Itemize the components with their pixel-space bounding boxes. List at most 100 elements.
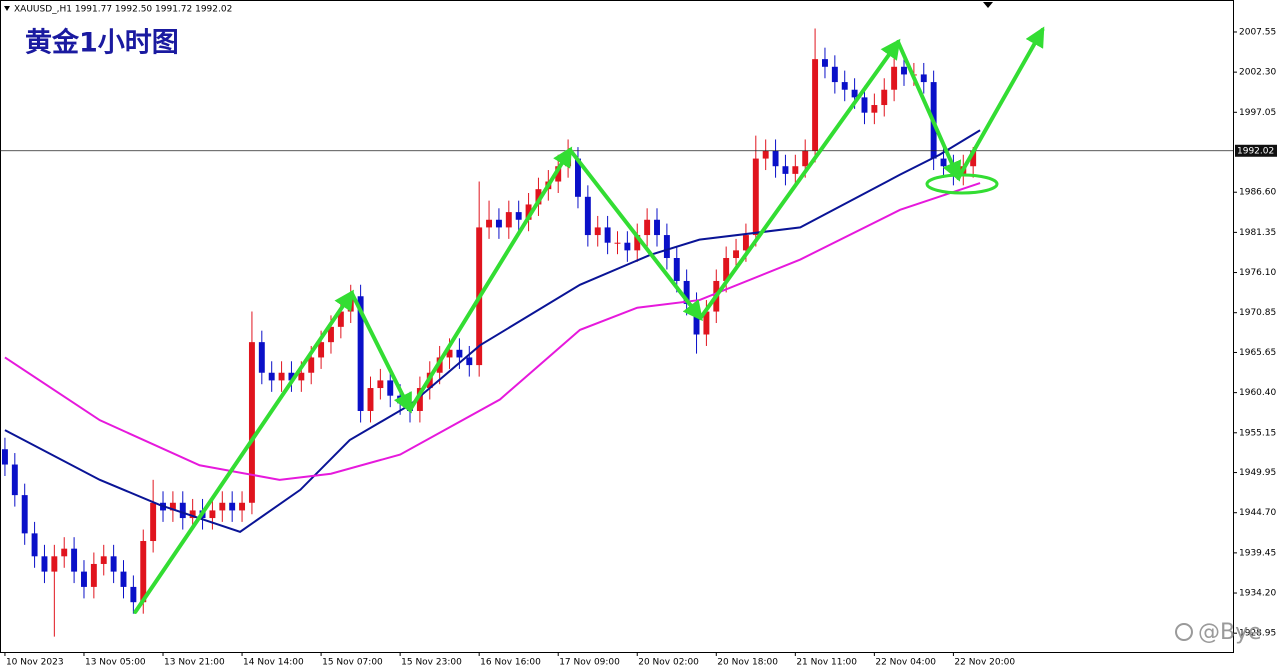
candle-body — [298, 372, 305, 381]
candle-body — [970, 150, 977, 167]
candle-body — [851, 89, 858, 98]
trend-arrow — [956, 26, 1045, 181]
trend-arrow — [133, 289, 354, 614]
candle-body — [802, 150, 809, 167]
x-tick-label: 15 Nov 07:00 — [322, 658, 383, 668]
candle-body — [21, 495, 28, 534]
candle-body — [150, 502, 157, 542]
y-tick-label: 1955.15 — [1239, 428, 1276, 438]
candle-body — [723, 258, 730, 281]
candle-body — [367, 388, 374, 411]
candle-body — [169, 502, 176, 511]
chart-title: 黄金1小时图 — [25, 27, 179, 59]
x-tick-label: 13 Nov 21:00 — [164, 658, 225, 668]
y-tick-label: 1981.35 — [1239, 228, 1276, 238]
x-tick-label: 22 Nov 20:00 — [954, 658, 1015, 668]
y-tick-label: 1976.10 — [1239, 268, 1276, 278]
candle-body — [268, 372, 275, 381]
candle-body — [614, 242, 621, 244]
shift-marker — [983, 2, 993, 8]
y-tick-label: 1939.45 — [1239, 548, 1276, 558]
y-tick-label: 2007.55 — [1239, 27, 1276, 37]
candle-body — [495, 219, 502, 228]
candle-body — [110, 556, 117, 572]
candle-body — [90, 563, 97, 587]
candle-body — [377, 380, 384, 389]
candle-body — [841, 82, 848, 90]
candle-body — [733, 250, 740, 259]
candle-body — [229, 502, 236, 511]
candle-body — [861, 97, 868, 113]
candle-body — [782, 166, 789, 174]
trend-arrow — [408, 146, 573, 412]
current-price-label: 1992.02 — [1237, 146, 1274, 156]
candle-body — [871, 105, 878, 113]
candle-body — [416, 388, 423, 411]
x-tick-label: 16 Nov 16:00 — [480, 658, 541, 668]
candle-body — [486, 219, 493, 228]
candle-body — [673, 258, 680, 281]
symbol-header: XAUUSD_,H1 1991.77 1992.50 1991.72 1992.… — [14, 5, 232, 15]
trend-arrow — [896, 40, 962, 182]
candle-body — [357, 296, 364, 411]
y-tick-label: 1986.60 — [1239, 188, 1276, 198]
candle-body — [535, 189, 542, 205]
candle-body — [792, 166, 799, 174]
x-tick-label: 22 Nov 04:00 — [875, 658, 936, 668]
trend-arrow — [698, 38, 901, 320]
candle-body — [61, 548, 68, 557]
candle-body — [179, 502, 186, 519]
x-tick-label: 13 Nov 05:00 — [85, 658, 146, 668]
candle-body — [822, 59, 828, 67]
y-tick-label: 1949.95 — [1239, 468, 1276, 478]
candle-body — [308, 357, 315, 373]
candle-body — [742, 235, 749, 251]
x-tick-label: 17 Nov 09:00 — [559, 658, 620, 668]
x-tick-label: 10 Nov 2023 — [6, 658, 64, 668]
candle-body — [663, 235, 670, 259]
highlight-ellipse — [925, 173, 999, 195]
y-tick-label: 1960.40 — [1239, 388, 1276, 398]
candle-body — [901, 66, 907, 75]
candle-body — [258, 342, 265, 373]
y-tick-label: 1934.20 — [1239, 589, 1276, 599]
candle-body — [130, 586, 137, 603]
candle-body — [604, 227, 611, 243]
candle-body — [1, 449, 8, 465]
x-tick-label: 14 Nov 14:00 — [243, 658, 304, 668]
candle-body — [683, 280, 690, 304]
candle-body — [634, 235, 641, 251]
candle-body — [772, 150, 779, 167]
candle-body — [219, 502, 226, 511]
y-tick-label: 1928.95 — [1239, 629, 1276, 639]
watermark: @Bye — [1198, 620, 1262, 645]
candle-body — [100, 556, 107, 564]
watermark-logo — [1175, 623, 1193, 641]
candle-body — [594, 227, 601, 236]
trend-arrow — [349, 290, 413, 414]
candle-body — [456, 349, 463, 358]
candle-body — [239, 502, 246, 511]
moving-average — [4, 129, 981, 533]
candle-body — [505, 212, 512, 228]
x-tick-label: 20 Nov 02:00 — [638, 658, 699, 668]
y-tick-label: 1970.85 — [1239, 308, 1276, 318]
candle-body — [703, 311, 710, 335]
candle-body — [575, 158, 581, 197]
x-tick-label: 21 Nov 11:00 — [796, 658, 857, 668]
candle-body — [525, 204, 532, 220]
candle-body — [318, 342, 325, 358]
candle-body — [654, 219, 660, 236]
candle-body — [11, 464, 18, 496]
candle-body — [209, 510, 216, 519]
candle-body — [881, 89, 888, 106]
candle-body — [831, 66, 838, 83]
candle-body — [288, 372, 295, 381]
candle-body — [555, 166, 562, 182]
candle-body — [41, 556, 48, 572]
current-price-box — [1235, 144, 1277, 157]
trend-arrow — [568, 147, 703, 322]
y-tick-label: 1997.05 — [1239, 108, 1276, 118]
candle-body — [812, 59, 819, 151]
